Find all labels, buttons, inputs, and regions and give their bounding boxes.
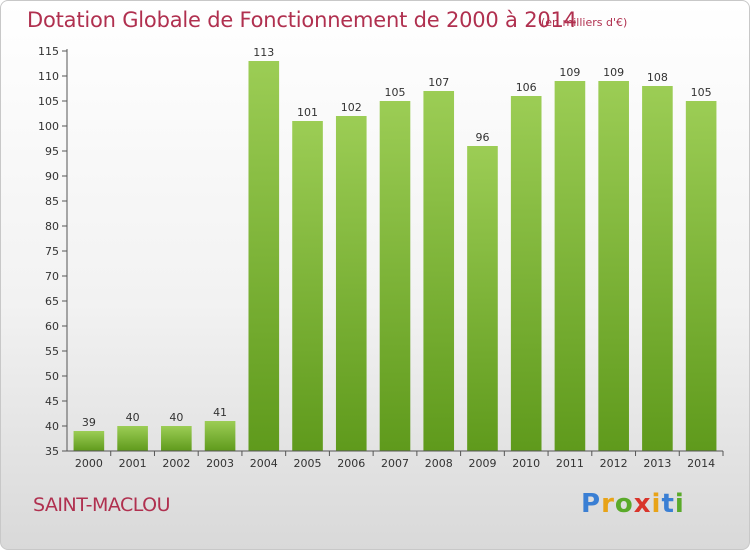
x-tick-label: 2002 — [162, 457, 190, 470]
y-tick-label: 65 — [45, 295, 59, 308]
bar-value-label: 108 — [647, 71, 668, 84]
y-axis: 35 40 45 50 55 60 65 70 75 80 85 90 95 100 105 110 115 — [38, 45, 68, 458]
y-tick-label: 40 — [45, 420, 59, 433]
bar-2001 — [117, 426, 148, 451]
y-tick-label: 115 — [38, 45, 59, 58]
bar-value-label: 39 — [82, 416, 96, 429]
bar-value-label: 109 — [603, 66, 624, 79]
x-tick-label: 2001 — [119, 457, 147, 470]
logo-letter: x — [633, 489, 652, 519]
x-tick-label: 2009 — [468, 457, 496, 470]
bar-value-label: 40 — [169, 411, 183, 424]
y-tick-label: 105 — [38, 95, 59, 108]
y-tick-label: 60 — [45, 320, 59, 333]
x-axis: 2000 2001 2002 2003 2004 2005 2006 2007 2008 2009… — [67, 450, 724, 470]
bar-value-label: 109 — [559, 66, 580, 79]
bar-value-label: 107 — [428, 76, 449, 89]
bar-2012 — [598, 81, 629, 451]
x-tick-label: 2013 — [643, 457, 671, 470]
x-tick-label: 2012 — [600, 457, 628, 470]
unit-note: (en milliers d'€) — [541, 16, 628, 29]
y-tick-label: 70 — [45, 270, 59, 283]
y-tick-label: 45 — [45, 395, 59, 408]
bar-value-label: 96 — [475, 131, 489, 144]
x-tick-label: 2006 — [337, 457, 365, 470]
bar-2007 — [379, 101, 411, 451]
bar-2008 — [423, 91, 455, 451]
y-tick-label: 75 — [45, 245, 59, 258]
x-tick-label: 2010 — [512, 457, 540, 470]
y-tick-label: 35 — [45, 445, 59, 458]
logo-letter: r — [601, 489, 615, 519]
logo-letter: P — [581, 489, 602, 519]
bar-2013 — [642, 86, 673, 451]
y-tick-label: 90 — [45, 170, 59, 183]
bar-2003 — [204, 421, 236, 451]
x-tick-label: 2014 — [687, 457, 715, 470]
y-tick-label: 100 — [38, 120, 59, 133]
chart-title: Dotation Globale de Fonctionnement de 20… — [27, 8, 577, 32]
logo-letter: i — [674, 489, 685, 519]
bar-2010 — [510, 96, 542, 451]
y-tick-label: 95 — [45, 145, 59, 158]
commune-name: SAINT-MACLOU — [33, 494, 171, 516]
bars: 39 40 40 41 113 101 102 105 107 96 106 109 109 108 105 — [73, 46, 717, 451]
logo-letter: i — [651, 489, 662, 519]
bar-2000 — [73, 431, 105, 451]
bar-2002 — [161, 426, 192, 451]
bar-value-label: 102 — [341, 101, 362, 114]
x-tick-label: 2007 — [381, 457, 409, 470]
bar-2004 — [248, 61, 280, 451]
bar-2005 — [292, 121, 323, 451]
proxiti-logo: Proxiti — [581, 489, 685, 519]
bar-2014 — [685, 101, 717, 451]
bar-value-label: 106 — [516, 81, 537, 94]
logo-letter: o — [614, 489, 634, 519]
bar-value-label: 105 — [385, 86, 406, 99]
y-tick-label: 50 — [45, 370, 59, 383]
y-tick-label: 110 — [38, 70, 59, 83]
x-tick-label: 2000 — [75, 457, 103, 470]
bar-value-label: 105 — [691, 86, 712, 99]
y-tick-label: 85 — [45, 195, 59, 208]
y-tick-label: 55 — [45, 345, 59, 358]
x-tick-label: 2005 — [294, 457, 322, 470]
bar-2006 — [335, 116, 367, 451]
bar-value-label: 101 — [297, 106, 318, 119]
bar-value-label: 40 — [126, 411, 140, 424]
bar-2011 — [554, 81, 586, 451]
y-tick-label: 80 — [45, 220, 59, 233]
x-tick-label: 2004 — [250, 457, 278, 470]
bar-value-label: 113 — [253, 46, 274, 59]
x-tick-label: 2011 — [556, 457, 584, 470]
bar-2009 — [467, 146, 498, 451]
logo-letter: t — [661, 489, 675, 519]
x-tick-label: 2008 — [425, 457, 453, 470]
bar-value-label: 41 — [213, 406, 227, 419]
x-tick-label: 2003 — [206, 457, 234, 470]
